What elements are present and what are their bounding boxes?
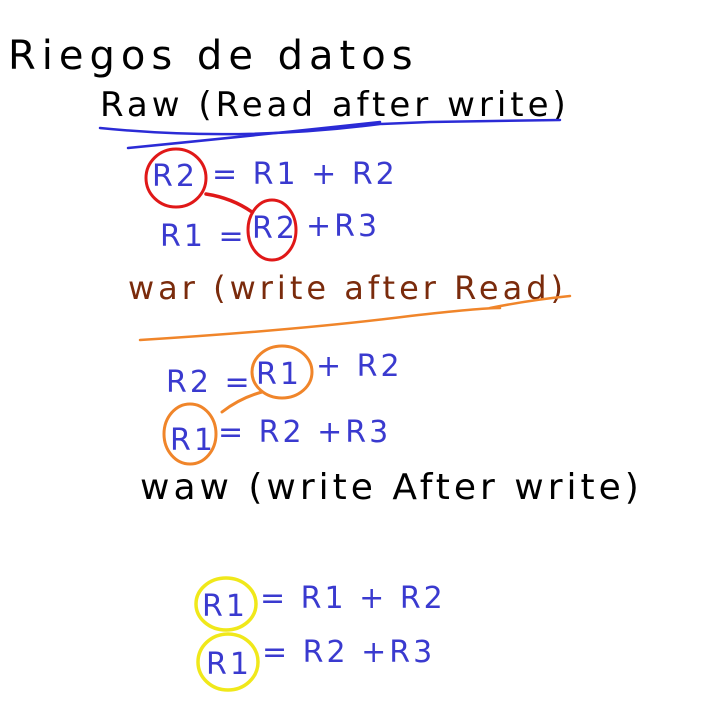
waw-eq2-lhs: R1 [206,647,252,682]
page-title: Riegos de datos [8,33,419,79]
waw-heading: waw (write After write) [140,467,643,508]
waw-eq1-rest: = R1 + R2 [260,581,446,616]
war-eq2-rest: = R2 +R3 [218,415,392,450]
war-eq1-rest: + R2 [316,349,403,384]
war-heading: war (write after Read) [128,269,567,307]
raw-eq2-lhs: R1 = [160,219,247,254]
raw-dependency-connector [204,192,254,214]
raw-heading: Raw (Read after write) [100,85,570,125]
raw-underline-start [126,120,382,150]
raw-eq2-rest: +R3 [306,209,381,244]
war-eq1-lhs: R2 = [166,365,253,400]
war-eq2-lhs: R1 [170,423,216,458]
war-eq1-operand: R1 [256,357,302,392]
war-underline [138,306,502,342]
raw-eq1-lhs: R2 [152,159,198,194]
raw-eq1-rhs: = R1 + R2 [212,157,398,192]
waw-eq1-lhs: R1 [202,589,248,624]
waw-eq2-rest: = R2 +R3 [262,635,436,670]
raw-eq2-operand: R2 [252,211,298,246]
